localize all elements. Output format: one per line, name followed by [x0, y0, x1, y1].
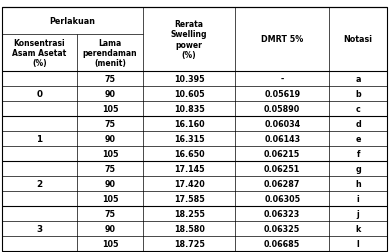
Text: 0.06251: 0.06251	[264, 164, 300, 173]
Text: e: e	[356, 135, 361, 143]
Text: d: d	[355, 120, 361, 129]
Text: 105: 105	[102, 105, 118, 114]
Text: g: g	[355, 164, 361, 173]
Text: 75: 75	[105, 209, 116, 218]
Text: 17.420: 17.420	[174, 179, 205, 188]
Text: 3: 3	[36, 224, 42, 233]
Text: 90: 90	[105, 90, 116, 99]
Text: 0.06287: 0.06287	[264, 179, 300, 188]
Text: i: i	[357, 194, 359, 203]
Text: 105: 105	[102, 149, 118, 159]
Text: 16.650: 16.650	[174, 149, 205, 159]
Text: Rerata
Swelling
power
(%): Rerata Swelling power (%)	[171, 20, 207, 60]
Text: h: h	[355, 179, 361, 188]
Text: -: -	[280, 75, 284, 84]
Text: 0.06215: 0.06215	[264, 149, 300, 159]
Text: 75: 75	[105, 75, 116, 84]
Text: 17.145: 17.145	[174, 164, 205, 173]
Text: 18.255: 18.255	[174, 209, 205, 218]
Text: 16.160: 16.160	[174, 120, 205, 129]
Text: 0.06325: 0.06325	[264, 224, 300, 233]
Text: 1: 1	[36, 135, 42, 143]
Text: b: b	[355, 90, 361, 99]
Text: 2: 2	[36, 179, 42, 188]
Text: 0.06323: 0.06323	[264, 209, 300, 218]
Text: 10.605: 10.605	[174, 90, 205, 99]
Text: 18.580: 18.580	[174, 224, 205, 233]
Text: a: a	[356, 75, 361, 84]
Text: 0.05890: 0.05890	[264, 105, 300, 114]
Text: 75: 75	[105, 120, 116, 129]
Text: c: c	[356, 105, 361, 114]
Text: f: f	[356, 149, 360, 159]
Text: l: l	[357, 239, 359, 248]
Text: DMRT 5%: DMRT 5%	[261, 35, 303, 44]
Text: j: j	[357, 209, 359, 218]
Text: 90: 90	[105, 224, 116, 233]
Text: 0.05619: 0.05619	[264, 90, 300, 99]
Text: Konsentrasi
Asam Asetat
(%): Konsentrasi Asam Asetat (%)	[12, 39, 67, 68]
Text: 90: 90	[105, 135, 116, 143]
Text: 0: 0	[37, 90, 42, 99]
Text: 0.06034: 0.06034	[264, 120, 300, 129]
Text: k: k	[356, 224, 361, 233]
Text: Lama
perendaman
(menit): Lama perendaman (menit)	[83, 39, 137, 68]
Text: 75: 75	[105, 164, 116, 173]
Text: 10.395: 10.395	[174, 75, 205, 84]
Text: 10.835: 10.835	[174, 105, 205, 114]
Text: 0.06305: 0.06305	[264, 194, 300, 203]
Text: 16.315: 16.315	[174, 135, 205, 143]
Text: 105: 105	[102, 194, 118, 203]
Text: 0.06685: 0.06685	[264, 239, 300, 248]
Text: Perlakuan: Perlakuan	[49, 17, 96, 25]
Text: 17.585: 17.585	[174, 194, 205, 203]
Text: 90: 90	[105, 179, 116, 188]
Text: 18.725: 18.725	[174, 239, 205, 248]
Text: Notasi: Notasi	[343, 35, 373, 44]
Text: 0.06143: 0.06143	[264, 135, 300, 143]
Text: 105: 105	[102, 239, 118, 248]
